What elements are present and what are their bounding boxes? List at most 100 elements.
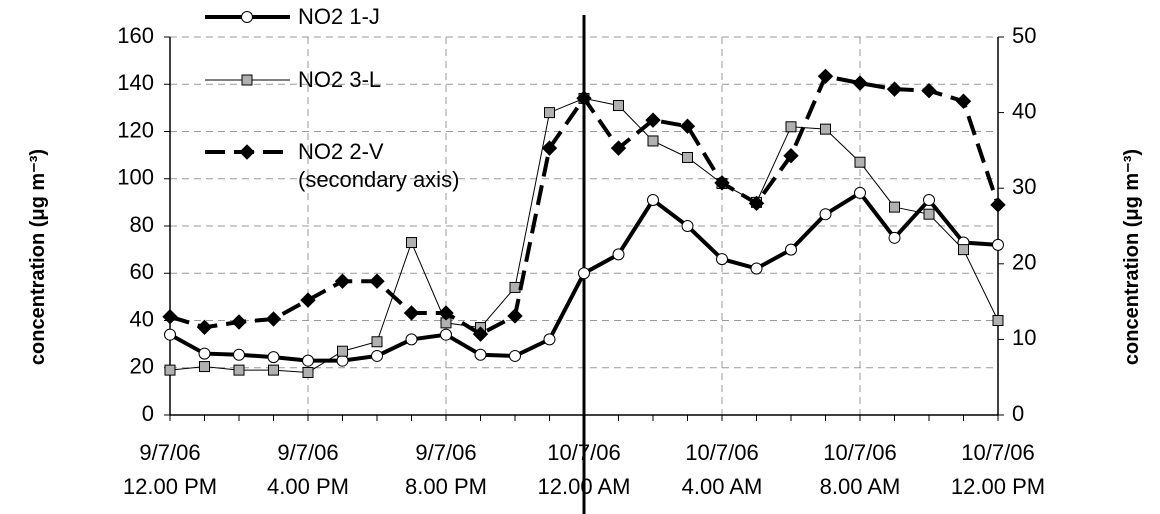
point bbox=[681, 220, 694, 232]
point bbox=[541, 140, 558, 156]
legend-label: NO2 1-J bbox=[298, 4, 380, 29]
point bbox=[405, 333, 418, 346]
point bbox=[785, 121, 797, 133]
x-tick-label: 10/7/06 12.00 AM bbox=[537, 440, 631, 499]
point bbox=[852, 75, 868, 91]
y-tick-label: 160 bbox=[117, 23, 154, 48]
y-tick-label: 100 bbox=[117, 165, 154, 190]
point bbox=[334, 273, 351, 289]
point bbox=[990, 197, 1006, 213]
point bbox=[198, 347, 211, 360]
y2-tick-label: 0 bbox=[1012, 401, 1024, 426]
point bbox=[783, 147, 799, 164]
point bbox=[854, 156, 866, 168]
point bbox=[233, 364, 245, 376]
x-tick-label: 9/7/06 12.00 PM bbox=[122, 440, 218, 499]
legend-label: NO2 2-V (secondary axis) bbox=[298, 139, 460, 192]
y-tick-label: 80 bbox=[130, 212, 154, 237]
point bbox=[820, 123, 831, 135]
y2-tick-label: 40 bbox=[1012, 98, 1036, 123]
point bbox=[162, 309, 178, 325]
y-tick-label: 20 bbox=[130, 354, 154, 379]
point bbox=[992, 315, 1004, 326]
point bbox=[302, 366, 314, 378]
point bbox=[886, 81, 903, 97]
point bbox=[854, 186, 866, 199]
x-tick-label: 9/7/06 8.00 PM bbox=[405, 440, 487, 499]
point bbox=[992, 238, 1004, 251]
point bbox=[955, 93, 972, 109]
point bbox=[336, 354, 349, 367]
point bbox=[819, 208, 832, 221]
point bbox=[612, 248, 625, 261]
point bbox=[268, 364, 279, 376]
legend-marker bbox=[241, 74, 253, 86]
point bbox=[682, 151, 693, 163]
point bbox=[302, 354, 314, 367]
point bbox=[337, 345, 348, 357]
point bbox=[921, 82, 937, 99]
point bbox=[817, 68, 834, 85]
x-tick-label: 9/7/06 4.00 PM bbox=[267, 440, 349, 499]
point bbox=[716, 253, 728, 266]
y-tick-label: 60 bbox=[130, 259, 154, 284]
x-tick-label: 10/7/06 12.00 PM bbox=[950, 440, 1046, 499]
legend-marker bbox=[239, 144, 255, 160]
point bbox=[438, 305, 454, 321]
point bbox=[509, 349, 521, 362]
point bbox=[544, 107, 555, 119]
point bbox=[369, 273, 385, 289]
y-tick-label: 40 bbox=[130, 306, 154, 331]
y-tick-label: 0 bbox=[142, 401, 154, 426]
y2-tick-label: 20 bbox=[1012, 250, 1036, 275]
y2-axis-label: concentration (μg m⁻³) bbox=[1121, 148, 1143, 366]
point bbox=[509, 281, 521, 293]
point bbox=[199, 361, 210, 373]
legend-label: NO2 3-L bbox=[298, 67, 382, 92]
point bbox=[748, 195, 765, 212]
point bbox=[576, 90, 592, 106]
x-tick-label: 10/7/06 4.00 AM bbox=[681, 440, 763, 499]
point bbox=[164, 328, 176, 341]
point bbox=[472, 326, 489, 342]
point bbox=[613, 100, 624, 112]
point bbox=[647, 194, 659, 207]
point bbox=[196, 319, 213, 336]
point bbox=[923, 194, 935, 207]
legend-marker bbox=[241, 11, 253, 23]
point bbox=[647, 135, 659, 147]
point bbox=[403, 305, 420, 321]
point bbox=[371, 349, 383, 362]
x-tick-label: 10/7/06 8.00 AM bbox=[819, 440, 901, 499]
point bbox=[889, 201, 900, 213]
point bbox=[164, 364, 176, 376]
point bbox=[474, 348, 487, 361]
y-tick-label: 140 bbox=[117, 70, 154, 95]
point bbox=[923, 208, 935, 220]
point bbox=[406, 237, 417, 249]
point bbox=[888, 231, 901, 244]
point bbox=[371, 336, 383, 348]
point bbox=[645, 112, 661, 128]
point bbox=[440, 328, 452, 341]
y2-tick-label: 10 bbox=[1012, 325, 1036, 350]
point bbox=[300, 292, 316, 308]
point bbox=[265, 311, 282, 327]
point bbox=[958, 244, 969, 256]
point bbox=[610, 140, 627, 156]
y-tick-label: 120 bbox=[117, 117, 154, 142]
point bbox=[785, 243, 797, 256]
point bbox=[543, 333, 556, 346]
point bbox=[578, 267, 590, 280]
point bbox=[507, 308, 523, 324]
point bbox=[714, 175, 730, 191]
point bbox=[231, 314, 247, 330]
y2-tick-label: 50 bbox=[1012, 23, 1036, 48]
y2-tick-label: 30 bbox=[1012, 174, 1036, 199]
point bbox=[679, 118, 696, 134]
point bbox=[233, 348, 245, 361]
y-axis-label: concentration (μg m⁻³) bbox=[27, 148, 49, 366]
point bbox=[267, 351, 280, 364]
